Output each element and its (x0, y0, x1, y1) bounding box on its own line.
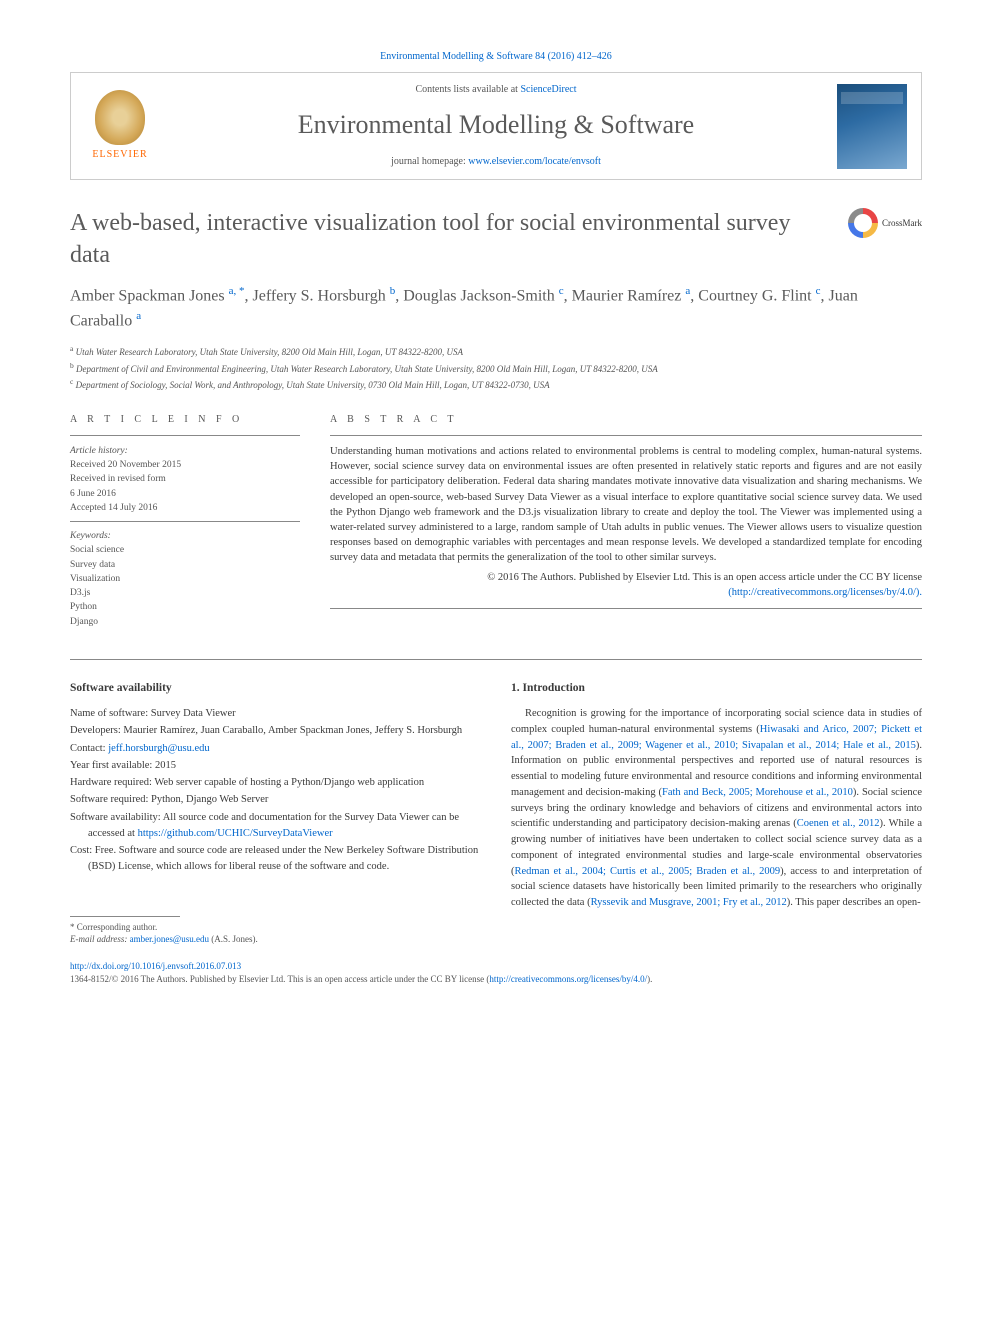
software-link[interactable]: https://github.com/UCHIC/SurveyDataViewe… (138, 828, 333, 839)
citation-header: Environmental Modelling & Software 84 (2… (70, 50, 922, 64)
affiliations: a Utah Water Research Laboratory, Utah S… (70, 343, 922, 393)
crossmark-icon (848, 208, 878, 238)
rule (70, 435, 300, 436)
software-item: Software required: Python, Django Web Se… (70, 792, 481, 808)
software-item: Software availability: All source code a… (70, 810, 481, 843)
affiliation: a Utah Water Research Laboratory, Utah S… (70, 343, 922, 360)
doi-link[interactable]: http://dx.doi.org/10.1016/j.envsoft.2016… (70, 961, 241, 971)
abstract-heading: A B S T R A C T (330, 413, 922, 427)
header-center: Contents lists available at ScienceDirec… (155, 83, 837, 169)
crossmark-badge[interactable]: CrossMark (848, 208, 922, 238)
history-line: Accepted 14 July 2016 (70, 501, 300, 515)
keywords-list: Social scienceSurvey dataVisualizationD3… (70, 543, 300, 629)
history-line: Received 20 November 2015 (70, 458, 300, 472)
issn-copyright: 1364-8152/© 2016 The Authors. Published … (70, 974, 489, 984)
authors: Amber Spackman Jones a, *, Jeffery S. Ho… (70, 283, 922, 334)
page-footer: http://dx.doi.org/10.1016/j.envsoft.2016… (70, 960, 922, 985)
footnote-separator (70, 916, 180, 917)
rule (70, 521, 300, 522)
citation-link[interactable]: Coenen et al., 2012 (797, 818, 880, 829)
footer-suffix: ). (647, 974, 652, 984)
footer-license-link[interactable]: http://creativecommons.org/licenses/by/4… (489, 974, 647, 984)
affiliation: b Department of Civil and Environmental … (70, 360, 922, 377)
journal-header-box: ELSEVIER Contents lists available at Sci… (70, 72, 922, 180)
sciencedirect-link[interactable]: ScienceDirect (520, 84, 576, 95)
article-title: A web-based, interactive visualization t… (70, 208, 848, 270)
rule (330, 608, 922, 609)
publisher-logo[interactable]: ELSEVIER (85, 86, 155, 166)
keyword: Social science (70, 543, 300, 557)
license-link[interactable]: (http://creativecommons.org/licenses/by/… (728, 587, 922, 598)
abstract-column: A B S T R A C T Understanding human moti… (330, 413, 922, 629)
rule (330, 435, 922, 436)
keyword: Survey data (70, 558, 300, 572)
publisher-name: ELSEVIER (92, 148, 147, 162)
left-body-column: Software availability Name of software: … (70, 680, 481, 946)
software-item: Cost: Free. Software and source code are… (70, 843, 481, 876)
citation-link[interactable]: Redman et al., 2004; Curtis et al., 2005… (515, 866, 781, 877)
software-list: Name of software: Survey Data ViewerDeve… (70, 706, 481, 876)
software-item: Year first available: 2015 (70, 758, 481, 774)
affiliation: c Department of Sociology, Social Work, … (70, 376, 922, 393)
citation-link[interactable]: Fath and Beck, 2005; Morehouse et al., 2… (662, 787, 853, 798)
history-label: Article history: (70, 444, 300, 458)
email-line: E-mail address: amber.jones@usu.edu (A.S… (70, 933, 481, 946)
right-body-column: 1. Introduction Recognition is growing f… (511, 680, 922, 946)
full-rule (70, 659, 922, 660)
history-line: 6 June 2016 (70, 487, 300, 501)
keywords-label: Keywords: (70, 530, 300, 543)
elsevier-tree-icon (95, 90, 145, 145)
corresponding-email-link[interactable]: amber.jones@usu.edu (130, 934, 209, 944)
crossmark-label: CrossMark (882, 217, 922, 230)
software-item: Name of software: Survey Data Viewer (70, 706, 481, 722)
software-link[interactable]: jeff.horsburgh@usu.edu (108, 743, 209, 754)
software-item: Developers: Maurier Ramírez, Juan Caraba… (70, 723, 481, 739)
title-row: A web-based, interactive visualization t… (70, 208, 922, 270)
contents-available: Contents lists available at ScienceDirec… (155, 83, 837, 97)
journal-name: Environmental Modelling & Software (155, 107, 837, 143)
article-info-heading: A R T I C L E I N F O (70, 413, 300, 427)
info-abstract-row: A R T I C L E I N F O Article history: R… (70, 413, 922, 629)
keyword: Django (70, 615, 300, 629)
page: Environmental Modelling & Software 84 (2… (0, 0, 992, 1025)
citation-link[interactable]: Ryssevik and Musgrave, 2001; Fry et al.,… (591, 897, 787, 908)
homepage-link[interactable]: www.elsevier.com/locate/envsoft (468, 156, 601, 167)
history-line: Received in revised form (70, 472, 300, 486)
contents-prefix: Contents lists available at (415, 84, 520, 95)
introduction-heading: 1. Introduction (511, 680, 922, 696)
abstract-text: Understanding human motivations and acti… (330, 444, 922, 566)
article-info-column: A R T I C L E I N F O Article history: R… (70, 413, 300, 629)
introduction-text: Recognition is growing for the importanc… (511, 706, 922, 911)
software-availability-heading: Software availability (70, 680, 481, 696)
article-history: Article history: Received 20 November 20… (70, 444, 300, 515)
email-suffix: (A.S. Jones). (209, 934, 258, 944)
keyword: Python (70, 600, 300, 614)
corresponding-author: * Corresponding author. (70, 921, 481, 934)
homepage-prefix: journal homepage: (391, 156, 468, 167)
keyword: D3.js (70, 586, 300, 600)
abstract-copyright: © 2016 The Authors. Published by Elsevie… (330, 570, 922, 600)
body-columns: Software availability Name of software: … (70, 680, 922, 946)
email-label: E-mail address: (70, 934, 130, 944)
software-item: Hardware required: Web server capable of… (70, 775, 481, 791)
citation-link[interactable]: Hiwasaki and Arico, 2007; Pickett et al.… (511, 724, 922, 751)
journal-homepage: journal homepage: www.elsevier.com/locat… (155, 155, 837, 169)
copyright-text: © 2016 The Authors. Published by Elsevie… (487, 572, 922, 583)
software-item: Contact: jeff.horsburgh@usu.edu (70, 741, 481, 757)
footnotes: * Corresponding author. E-mail address: … (70, 921, 481, 946)
journal-cover-thumbnail (837, 84, 907, 169)
keyword: Visualization (70, 572, 300, 586)
